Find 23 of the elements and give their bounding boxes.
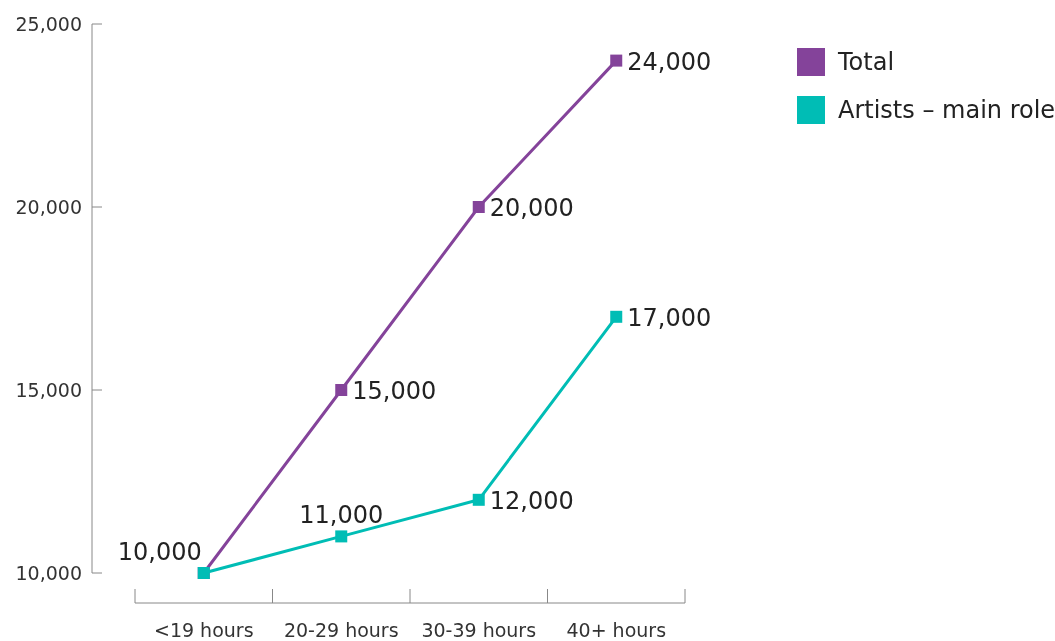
y-tick-label: 20,000	[15, 195, 82, 218]
point	[472, 201, 485, 213]
x-tick-label: 30-39 hours	[421, 619, 537, 641]
point	[472, 493, 485, 506]
x-tick-label: 40+ hours	[566, 619, 667, 641]
data-label: 20,000	[489, 194, 574, 222]
y-tick-label: 15,000	[15, 378, 82, 401]
point	[335, 530, 348, 543]
y-tick-label: 25,000	[15, 12, 82, 35]
x-tick-label: <19 hours	[153, 619, 254, 641]
point	[335, 384, 348, 396]
data-label: 10,000	[117, 538, 202, 566]
x-tick-label: 20-29 hours	[283, 619, 399, 641]
data-label: 15,000	[352, 377, 437, 405]
y-tick-label: 10,000	[15, 561, 82, 584]
legend-label: Total	[837, 48, 895, 77]
data-label: 12,000	[489, 486, 574, 515]
data-label: 24,000	[627, 47, 712, 76]
point	[610, 54, 623, 67]
data-label: 17,000	[627, 303, 712, 332]
point	[610, 310, 623, 323]
data-label: 11,000	[299, 501, 384, 530]
legend-label: Artists – main role	[838, 96, 1055, 125]
